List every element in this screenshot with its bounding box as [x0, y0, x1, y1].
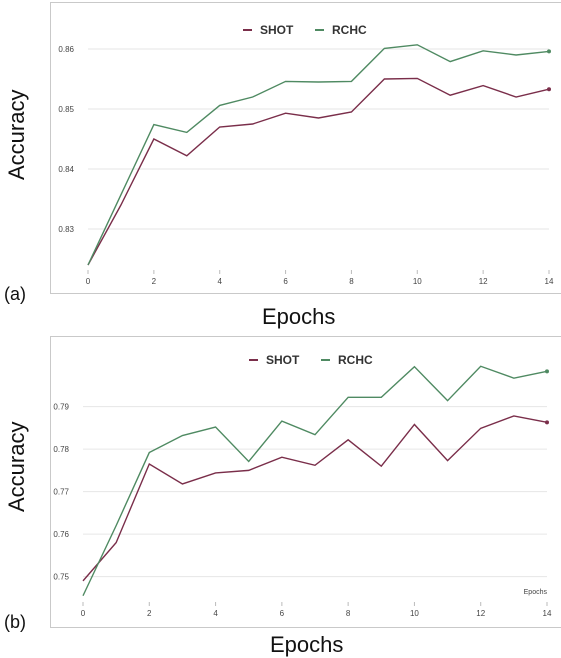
legend-label-shot-b: SHOT	[266, 353, 300, 367]
x-tick-label-b: 14	[543, 609, 552, 618]
chart-panel-a: 0.83 0.84 0.85 0.86 0 2 4 6 8 10 12 14 SHOT RCHC Accu…	[4, 2, 561, 329]
series-line-shot-a	[87, 77, 550, 266]
y-tick-label-a: 0.86	[58, 45, 74, 54]
x-tick-label-a: 10	[413, 277, 422, 286]
inner-x-note-b: Epochs	[524, 589, 548, 596]
y-tick-label-b: 0.75	[53, 573, 69, 582]
x-tick-label-b: 0	[81, 609, 86, 618]
x-tick-label-a: 4	[217, 277, 222, 286]
panel-label-b: (b)	[4, 612, 26, 632]
y-axis-label-a: Accuracy	[4, 89, 29, 180]
x-axis-label-a: Epochs	[262, 304, 336, 329]
chart-b: 0.75 0.76 0.77 0.78 0.79 0 2 4 6 8 10 12 14 SHOT RCHC E…	[53, 353, 552, 618]
chart-panel-b: 0.75 0.76 0.77 0.78 0.79 0 2 4 6 8 10 12 14 SHOT RCHC E…	[0, 330, 561, 658]
y-tick-label-b: 0.76	[53, 530, 69, 539]
x-tick-label-a: 6	[283, 277, 288, 286]
series-line-rchc-b	[82, 365, 548, 597]
legend-label-shot-a: SHOT	[260, 23, 294, 37]
y-tick-label-b: 0.77	[53, 488, 69, 497]
y-tick-label-a: 0.85	[58, 105, 74, 114]
chart-a: 0.83 0.84 0.85 0.86 0 2 4 6 8 10 12 14 SHOT RCHC	[58, 23, 554, 286]
series-endpoint-rchc-a	[547, 49, 551, 54]
x-tick-label-b: 8	[346, 609, 351, 618]
x-tick-label-a: 0	[86, 277, 91, 286]
series-endpoint-rchc-b	[545, 369, 549, 374]
x-tick-label-a: 12	[479, 277, 488, 286]
y-tick-label-b: 0.79	[53, 403, 69, 412]
x-tick-label-b: 10	[410, 609, 419, 618]
y-tick-label-a: 0.83	[58, 225, 74, 234]
x-tick-label-a: 2	[152, 277, 157, 286]
x-axis-label-b: Epochs	[270, 632, 344, 657]
series-line-rchc-a	[87, 44, 550, 266]
x-tick-label-a: 8	[349, 277, 354, 286]
series-line-shot-b	[82, 415, 548, 582]
y-axis-label-b: Accuracy	[4, 421, 29, 512]
plot-frame-a: 0.83 0.84 0.85 0.86 0 2 4 6 8 10 12 14 SHOT RCHC	[50, 2, 561, 294]
x-tick-label-a: 14	[545, 277, 554, 286]
x-tick-label-b: 6	[280, 609, 285, 618]
x-tick-label-b: 4	[213, 609, 218, 618]
y-tick-label-a: 0.84	[58, 165, 74, 174]
legend-label-rchc-b: RCHC	[338, 353, 373, 367]
legend-label-rchc-a: RCHC	[332, 23, 367, 37]
y-tick-label-b: 0.78	[53, 445, 69, 454]
series-endpoint-shot-b	[545, 420, 549, 425]
series-endpoint-shot-a	[547, 87, 551, 92]
x-tick-label-b: 2	[147, 609, 152, 618]
x-tick-label-b: 12	[476, 609, 485, 618]
panel-label-a: (a)	[4, 284, 26, 304]
plot-frame-b: 0.75 0.76 0.77 0.78 0.79 0 2 4 6 8 10 12 14 SHOT RCHC E…	[50, 336, 561, 628]
